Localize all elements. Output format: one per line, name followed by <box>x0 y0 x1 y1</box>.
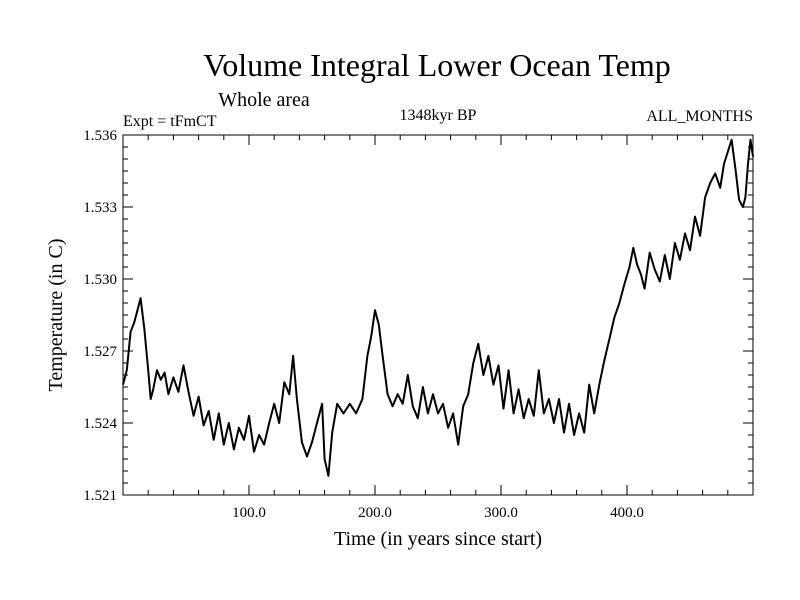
y-tick-label: 1.521 <box>83 488 117 504</box>
x-tick-label: 100.0 <box>232 505 266 521</box>
chart-title: Volume Integral Lower Ocean Temp <box>203 47 671 83</box>
y-tick-label: 1.527 <box>83 344 117 360</box>
x-tick-label: 300.0 <box>484 505 518 521</box>
y-axis-label: Temperature (in C) <box>45 239 67 392</box>
experiment-label: Expt = tFmCT <box>123 113 217 130</box>
x-tick-label: 200.0 <box>358 505 392 521</box>
y-tick-label: 1.533 <box>83 200 117 216</box>
y-tick-label: 1.524 <box>83 416 117 432</box>
x-tick-label: 400.0 <box>610 505 644 521</box>
era-label: 1348kyr BP <box>400 107 477 124</box>
y-tick-label: 1.536 <box>83 128 117 144</box>
temperature-series-line <box>122 138 754 477</box>
x-axis-label: Time (in years since start) <box>334 528 542 550</box>
chart-subtitle: Whole area <box>218 89 310 111</box>
plot-frame <box>122 134 754 496</box>
axis-tick-labels: 100.0 200.0 300.0 400.0 1.521 1.524 1.527 1.530… <box>83 128 644 521</box>
months-label: ALL_MONTHS <box>646 108 753 125</box>
y-tick-label: 1.530 <box>83 272 117 288</box>
axis-ticks <box>123 135 753 495</box>
